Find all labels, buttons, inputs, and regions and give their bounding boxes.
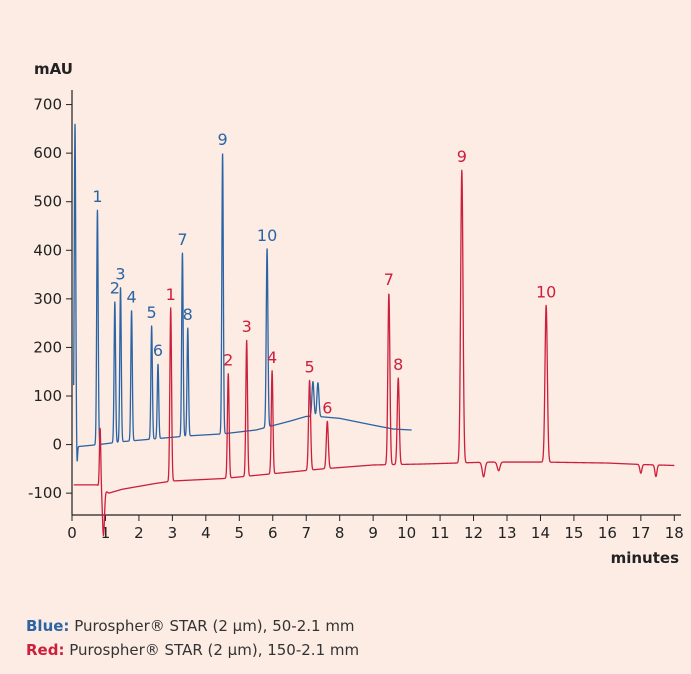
peak-label-red-9: 9 xyxy=(457,147,467,166)
peak-label-blue-1: 1 xyxy=(92,187,102,206)
y-tick-label: 100 xyxy=(33,387,62,405)
y-tick-label: 500 xyxy=(33,193,62,211)
y-tick-label: 300 xyxy=(33,290,62,308)
peak-label-blue-5: 5 xyxy=(147,303,157,322)
x-tick-label: 11 xyxy=(431,524,450,542)
peak-label-blue-2: 2 xyxy=(110,279,120,298)
legend-blue-key: Blue: xyxy=(26,617,70,635)
x-tick-label: 16 xyxy=(598,524,617,542)
peak-label-blue-6: 6 xyxy=(153,341,163,360)
x-tick-label: 14 xyxy=(531,524,550,542)
peak-label-blue-7: 7 xyxy=(177,230,187,249)
peak-label-blue-9: 9 xyxy=(217,130,227,149)
x-tick-label: 1 xyxy=(101,524,111,542)
x-tick-label: 8 xyxy=(335,524,345,542)
y-axis-title: mAU xyxy=(34,60,73,78)
y-tick-label: 0 xyxy=(52,436,62,454)
legend-blue-text: Purospher® STAR (2 µm), 50-2.1 mm xyxy=(69,617,355,635)
peak-label-blue-4: 4 xyxy=(126,288,136,307)
x-tick-label: 18 xyxy=(665,524,684,542)
legend-red-text: Purospher® STAR (2 µm), 150-2.1 mm xyxy=(64,641,360,659)
series-line-blue xyxy=(73,123,413,462)
y-tick-label: -100 xyxy=(28,484,62,502)
x-axis-title: minutes xyxy=(611,549,679,567)
peak-label-red-2: 2 xyxy=(223,351,233,370)
x-tick-label: 2 xyxy=(134,524,144,542)
peak-label-red-1: 1 xyxy=(166,285,176,304)
series-layer xyxy=(73,123,675,537)
legend: Blue: Purospher® STAR (2 µm), 50-2.1 mm … xyxy=(26,614,359,662)
peak-label-red-4: 4 xyxy=(267,348,277,367)
peak-label-blue-10: 10 xyxy=(257,226,277,245)
legend-red: Red: Purospher® STAR (2 µm), 150-2.1 mm xyxy=(26,638,359,662)
y-tick-label: 600 xyxy=(33,144,62,162)
series-line-red xyxy=(73,169,675,537)
peak-label-blue-8: 8 xyxy=(183,305,193,324)
legend-red-key: Red: xyxy=(26,641,65,659)
x-tick-label: 10 xyxy=(397,524,416,542)
y-tick-label: 700 xyxy=(33,96,62,114)
peak-label-red-8: 8 xyxy=(393,355,403,374)
x-tick-label: 7 xyxy=(301,524,311,542)
peak-label-red-7: 7 xyxy=(384,270,394,289)
x-tick-label: 3 xyxy=(168,524,178,542)
x-tick-label: 5 xyxy=(235,524,245,542)
x-tick-label: 12 xyxy=(464,524,483,542)
peak-label-blue-3: 3 xyxy=(115,264,125,283)
peak-label-red-5: 5 xyxy=(304,357,314,376)
x-tick-label: 0 xyxy=(67,524,77,542)
y-tick-label: 400 xyxy=(33,241,62,259)
legend-blue: Blue: Purospher® STAR (2 µm), 50-2.1 mm xyxy=(26,614,359,638)
x-tick-label: 4 xyxy=(201,524,211,542)
y-tick-label: 200 xyxy=(33,338,62,356)
peak-label-red-3: 3 xyxy=(242,317,252,336)
x-tick-label: 15 xyxy=(564,524,583,542)
x-tick-label: 13 xyxy=(497,524,516,542)
x-tick-label: 17 xyxy=(631,524,650,542)
x-tick-label: 6 xyxy=(268,524,278,542)
peak-label-red-6: 6 xyxy=(322,398,332,417)
x-tick-label: 9 xyxy=(368,524,378,542)
peak-label-red-10: 10 xyxy=(536,282,556,301)
